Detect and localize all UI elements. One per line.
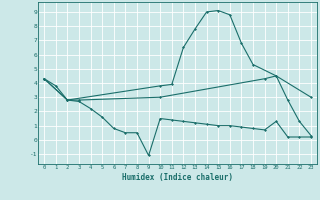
X-axis label: Humidex (Indice chaleur): Humidex (Indice chaleur) [122,173,233,182]
